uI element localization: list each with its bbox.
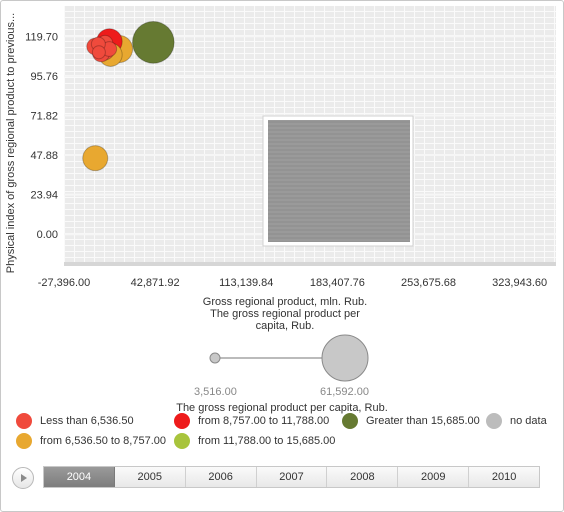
x-tick-label: 183,407.76	[310, 277, 365, 289]
bubble[interactable]	[82, 145, 109, 172]
y-tick-label: 47.88	[30, 150, 58, 162]
timeline-year-2007[interactable]: 2007	[257, 467, 328, 487]
x-tick-label: 113,139.84	[219, 277, 273, 289]
x-tick-label: -27,396.00	[38, 277, 91, 289]
legend-item-less-than[interactable]: Less than 6,536.50	[16, 412, 134, 430]
x-tick-label: 42,871.92	[131, 277, 180, 289]
timeline-year-2005[interactable]: 2005	[115, 467, 186, 487]
y-tick-label: 0.00	[37, 229, 58, 241]
x-tick-label: 323,943.60	[492, 277, 547, 289]
legend-label: Less than 6,536.50	[40, 415, 134, 427]
legend-label: from 6,536.50 to 8,757.00	[40, 435, 166, 447]
legend-label: no data	[510, 415, 547, 427]
color-legend: Less than 6,536.50 from 8,757.00 to 11,7…	[0, 412, 564, 456]
play-icon	[21, 474, 27, 482]
timeline-year-2006[interactable]: 2006	[186, 467, 257, 487]
bubble-chart: 0.00 23.94 47.88 71.82 95.76 119.70 -27,396.0…	[25, 6, 556, 289]
legend-swatch	[486, 413, 502, 429]
selection-area[interactable]	[268, 120, 410, 242]
size-legend	[209, 334, 369, 382]
size-legend-min-label: 3,516.00	[194, 386, 237, 398]
bubble[interactable]	[91, 45, 106, 60]
y-tick-label: 95.76	[30, 71, 58, 83]
timeline-year-2008[interactable]: 2008	[327, 467, 399, 487]
legend-item-no-data[interactable]: no data	[486, 412, 547, 430]
size-legend-max-label: 61,592.00	[320, 386, 369, 398]
legend-item-11788-15685[interactable]: from 11,788.00 to 15,685.00	[174, 432, 335, 450]
play-button[interactable]	[12, 467, 34, 489]
legend-swatch	[342, 413, 358, 429]
timeline-year-2009[interactable]: 2009	[398, 467, 470, 487]
y-axis-title: Physical index of gross regional product…	[5, 12, 17, 274]
size-legend-min-circle	[209, 352, 221, 364]
x-axis-title: Gross regional product, mln. Rub.	[202, 296, 368, 308]
size-legend-max-circle	[321, 334, 369, 382]
timeline-track[interactable]: 2004 2005 2006 2007 2008 2009 2010	[43, 466, 540, 488]
size-legend-caption: The gross regional product per capita, R…	[176, 402, 388, 414]
legend-swatch	[174, 433, 190, 449]
x-tick-label: 253,675.68	[401, 277, 456, 289]
timeline-year-2004[interactable]: 2004	[44, 467, 115, 487]
legend-swatch	[16, 433, 32, 449]
legend-swatch	[174, 413, 190, 429]
y-tick-label: 119.70	[25, 31, 58, 43]
legend-item-6536-8757[interactable]: from 6,536.50 to 8,757.00	[16, 432, 166, 450]
y-tick-label: 23.94	[30, 190, 58, 202]
timeline: 2004 2005 2006 2007 2008 2009 2010	[12, 464, 542, 492]
timeline-year-2010[interactable]: 2010	[491, 471, 517, 483]
legend-item-greater-than[interactable]: Greater than 15,685.00	[342, 412, 480, 430]
size-legend-title: The gross regional product per capita, R…	[210, 308, 360, 332]
bubble[interactable]	[132, 21, 175, 64]
y-tick-label: 71.82	[30, 110, 58, 122]
legend-item-8757-11788[interactable]: from 8,757.00 to 11,788.00	[174, 412, 329, 430]
legend-swatch	[16, 413, 32, 429]
legend-label: from 11,788.00 to 15,685.00	[198, 435, 336, 447]
legend-label: Greater than 15,685.00	[366, 415, 480, 427]
legend-label: from 8,757.00 to 11,788.00	[198, 415, 330, 427]
